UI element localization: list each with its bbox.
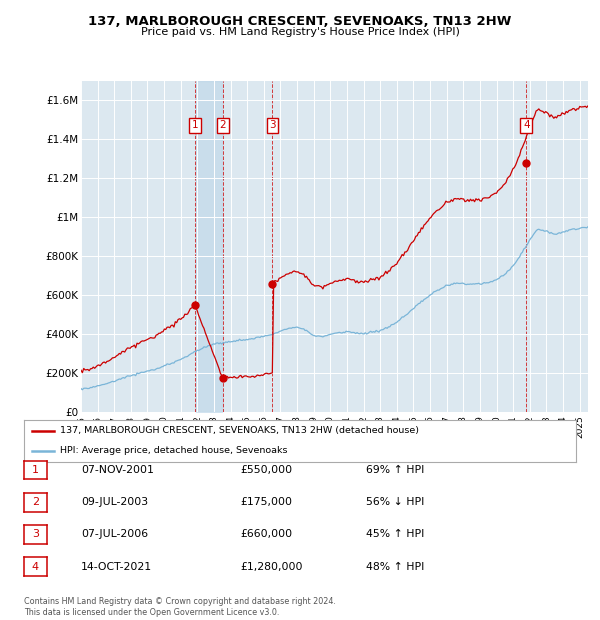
Text: 137, MARLBOROUGH CRESCENT, SEVENOAKS, TN13 2HW (detached house): 137, MARLBOROUGH CRESCENT, SEVENOAKS, TN… xyxy=(60,426,419,435)
Text: £175,000: £175,000 xyxy=(240,497,292,507)
Text: 2: 2 xyxy=(32,497,39,507)
Text: 14-OCT-2021: 14-OCT-2021 xyxy=(81,562,152,572)
Text: £1,280,000: £1,280,000 xyxy=(240,562,302,572)
Text: 2: 2 xyxy=(220,120,226,130)
Text: HPI: Average price, detached house, Sevenoaks: HPI: Average price, detached house, Seve… xyxy=(60,446,287,456)
Text: 69% ↑ HPI: 69% ↑ HPI xyxy=(366,465,424,475)
Text: 4: 4 xyxy=(32,562,39,572)
Text: 07-JUL-2006: 07-JUL-2006 xyxy=(81,529,148,539)
Text: Price paid vs. HM Land Registry's House Price Index (HPI): Price paid vs. HM Land Registry's House … xyxy=(140,27,460,37)
Text: Contains HM Land Registry data © Crown copyright and database right 2024.
This d: Contains HM Land Registry data © Crown c… xyxy=(24,598,336,617)
Text: 45% ↑ HPI: 45% ↑ HPI xyxy=(366,529,424,539)
Text: 137, MARLBOROUGH CRESCENT, SEVENOAKS, TN13 2HW: 137, MARLBOROUGH CRESCENT, SEVENOAKS, TN… xyxy=(88,16,512,28)
Text: £660,000: £660,000 xyxy=(240,529,292,539)
Text: 07-NOV-2001: 07-NOV-2001 xyxy=(81,465,154,475)
Text: 3: 3 xyxy=(269,120,276,130)
Text: 09-JUL-2003: 09-JUL-2003 xyxy=(81,497,148,507)
Text: 3: 3 xyxy=(32,529,39,539)
Text: 4: 4 xyxy=(523,120,530,130)
Text: £550,000: £550,000 xyxy=(240,465,292,475)
Text: 1: 1 xyxy=(32,465,39,475)
Text: 56% ↓ HPI: 56% ↓ HPI xyxy=(366,497,424,507)
Text: 1: 1 xyxy=(191,120,198,130)
Text: 48% ↑ HPI: 48% ↑ HPI xyxy=(366,562,424,572)
